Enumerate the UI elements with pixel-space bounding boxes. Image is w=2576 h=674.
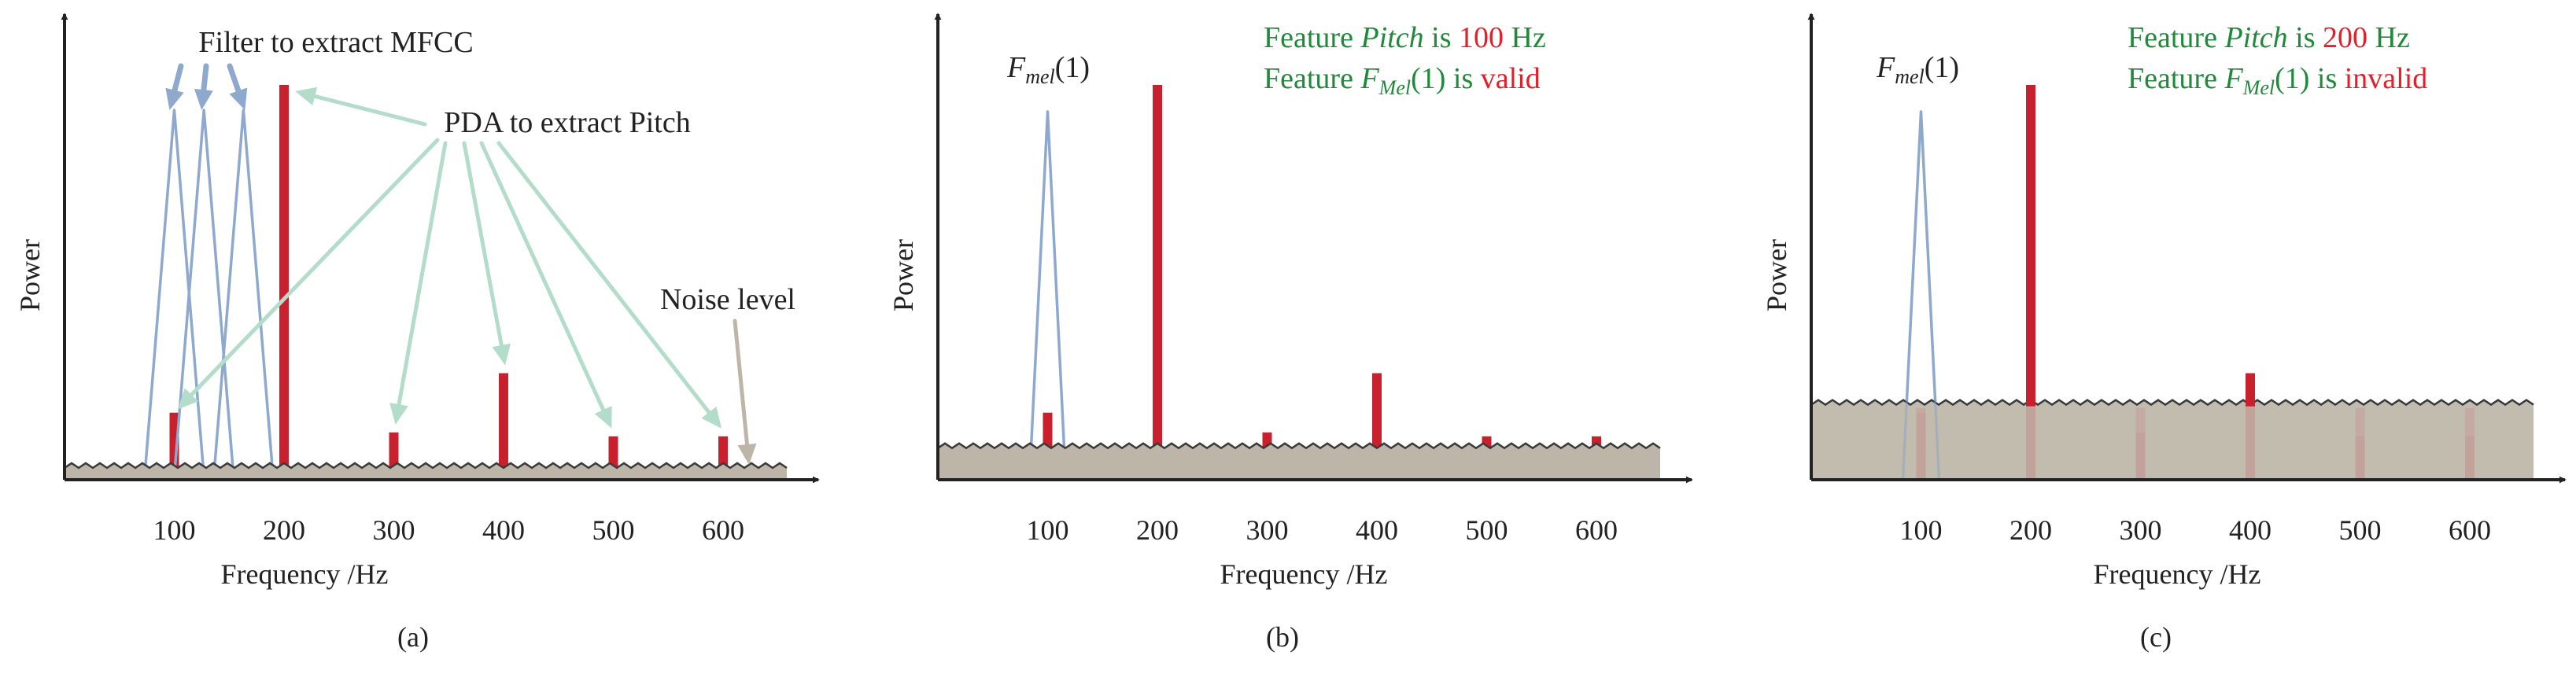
panel-c-fmel-label: Fmel(1) bbox=[1876, 51, 1959, 88]
x-tick-label-400: 400 bbox=[482, 514, 525, 546]
pda-arrow-300-head bbox=[389, 403, 408, 425]
mel-filter-3 bbox=[212, 109, 275, 481]
panel-b-plot: 100 200 300 400 500 600 bbox=[934, 13, 1693, 546]
x-tick-label-100: 100 bbox=[1027, 514, 1069, 546]
filter-arrow-3-shaft bbox=[227, 63, 242, 94]
pda-arrow-300-shaft bbox=[397, 141, 448, 407]
filter-arrow-1-head bbox=[165, 87, 184, 110]
panel-b-pitch-feature: Feature Pitch is 100 Hz bbox=[1264, 21, 1546, 54]
pda-arrow-100-shaft bbox=[190, 138, 440, 397]
panel-b-fmel-label: Fmel(1) bbox=[1006, 51, 1090, 88]
panel-b-xlabel: Frequency /Hz bbox=[1220, 558, 1388, 590]
filter-label: Filter to extract MFCC bbox=[198, 26, 473, 59]
x-tick-label-100: 100 bbox=[153, 514, 196, 546]
x-tick-label-300: 300 bbox=[1246, 514, 1289, 546]
x-tick-label-200: 200 bbox=[263, 514, 305, 546]
panel-b-ylabel: Power bbox=[888, 239, 919, 311]
pda-arrow-500-shaft bbox=[479, 141, 606, 412]
panel-c-fmel-feature: Feature FMel(1) is invalid bbox=[2128, 62, 2427, 99]
noise-band bbox=[65, 462, 787, 480]
mel-filter-2 bbox=[172, 109, 235, 481]
pda-label: PDA to extract Pitch bbox=[444, 106, 690, 139]
panel-c-xlabel: Frequency /Hz bbox=[2094, 558, 2261, 590]
panel-c-caption: (c) bbox=[2140, 621, 2172, 653]
noise-edge bbox=[937, 442, 1661, 450]
pda-arrow-500-head bbox=[594, 406, 612, 429]
x-tick-label-400: 400 bbox=[1356, 514, 1398, 546]
panel-a-plot: 100 200 300 400 500 600 bbox=[61, 13, 820, 546]
harmonic-bar-masked-200 bbox=[2026, 407, 2035, 480]
filter-arrow-3-head bbox=[229, 87, 248, 110]
x-tick-label-500: 500 bbox=[2339, 514, 2382, 546]
filter-arrow-1-shaft bbox=[172, 63, 184, 94]
pda-arrow-600-head bbox=[701, 406, 722, 429]
panel-c-pitch-feature: Feature Pitch is 200 Hz bbox=[2128, 21, 2410, 54]
panel-a-xlabel: Frequency /Hz bbox=[221, 558, 389, 590]
mel-filter-masked-1 bbox=[1902, 111, 1940, 481]
harmonic-bar-masked-100 bbox=[1916, 407, 1926, 480]
harmonic-bar-400 bbox=[499, 373, 508, 480]
harmonic-bar-masked-300 bbox=[2135, 407, 2146, 480]
x-tick-label-200: 200 bbox=[2010, 514, 2052, 546]
x-tick-label-600: 600 bbox=[1575, 514, 1618, 546]
x-tick-label-200: 200 bbox=[1136, 514, 1179, 546]
panel-a-caption: (a) bbox=[397, 621, 429, 653]
filter-arrow-2-head bbox=[194, 88, 213, 110]
panel-c-ylabel: Power bbox=[1761, 239, 1792, 311]
noise-level-label: Noise level bbox=[660, 283, 795, 316]
x-tick-label-500: 500 bbox=[592, 514, 635, 546]
noise-edge bbox=[64, 462, 788, 470]
pda-arrow-200-shaft bbox=[312, 94, 427, 127]
x-tick-label-300: 300 bbox=[2120, 514, 2162, 546]
x-tick-label-600: 600 bbox=[2449, 514, 2491, 546]
x-tick-label-600: 600 bbox=[702, 514, 744, 546]
pda-arrow-100-head bbox=[177, 388, 199, 410]
panel-b-caption: (b) bbox=[1266, 621, 1299, 653]
x-tick-label-300: 300 bbox=[373, 514, 415, 546]
mel-filter-1 bbox=[1901, 110, 1941, 481]
mel-filter-1 bbox=[142, 109, 206, 481]
mel-filter-1 bbox=[1028, 110, 1068, 481]
noise-band bbox=[1811, 400, 2534, 480]
panel-c: 100 200 300 400 500 600 Power Frequency /Hz (… bbox=[1761, 13, 2567, 653]
panel-b-fmel-feature: Feature FMel(1) is valid bbox=[1264, 62, 1541, 99]
pda-arrow-400-head bbox=[492, 343, 511, 366]
pda-arrow-400-shaft bbox=[462, 141, 504, 348]
harmonic-bar-masked-500 bbox=[2355, 407, 2365, 480]
x-tick-label-400: 400 bbox=[2229, 514, 2272, 546]
harmonic-bar-above-noise-200 bbox=[2026, 85, 2035, 407]
harmonic-bar-200 bbox=[1153, 85, 1162, 480]
pda-arrow-200-head bbox=[295, 87, 318, 105]
filter-arrow-2-shaft bbox=[201, 63, 209, 93]
x-tick-label-100: 100 bbox=[1900, 514, 1943, 546]
x-tick-label-500: 500 bbox=[1466, 514, 1508, 546]
panel-a: 100 200 300 400 500 600 Power Frequency /Hz (… bbox=[14, 13, 820, 653]
panel-b: 100 200 300 400 500 600 Power Frequency /Hz (… bbox=[888, 13, 1693, 653]
harmonic-bar-masked-600 bbox=[2465, 407, 2475, 480]
noise-band bbox=[938, 443, 1660, 480]
harmonic-bar-above-noise-400 bbox=[2246, 373, 2255, 407]
pda-arrow-600-shaft bbox=[496, 141, 711, 414]
panel-a-ylabel: Power bbox=[14, 239, 46, 311]
panel-c-plot: 100 200 300 400 500 600 bbox=[1807, 13, 2567, 546]
noise-arrow-head bbox=[737, 443, 757, 465]
harmonic-bar-masked-400 bbox=[2246, 407, 2255, 480]
noise-arrow-shaft bbox=[733, 319, 749, 447]
harmonic-bar-200 bbox=[279, 85, 289, 480]
noise-edge bbox=[1810, 399, 2534, 407]
